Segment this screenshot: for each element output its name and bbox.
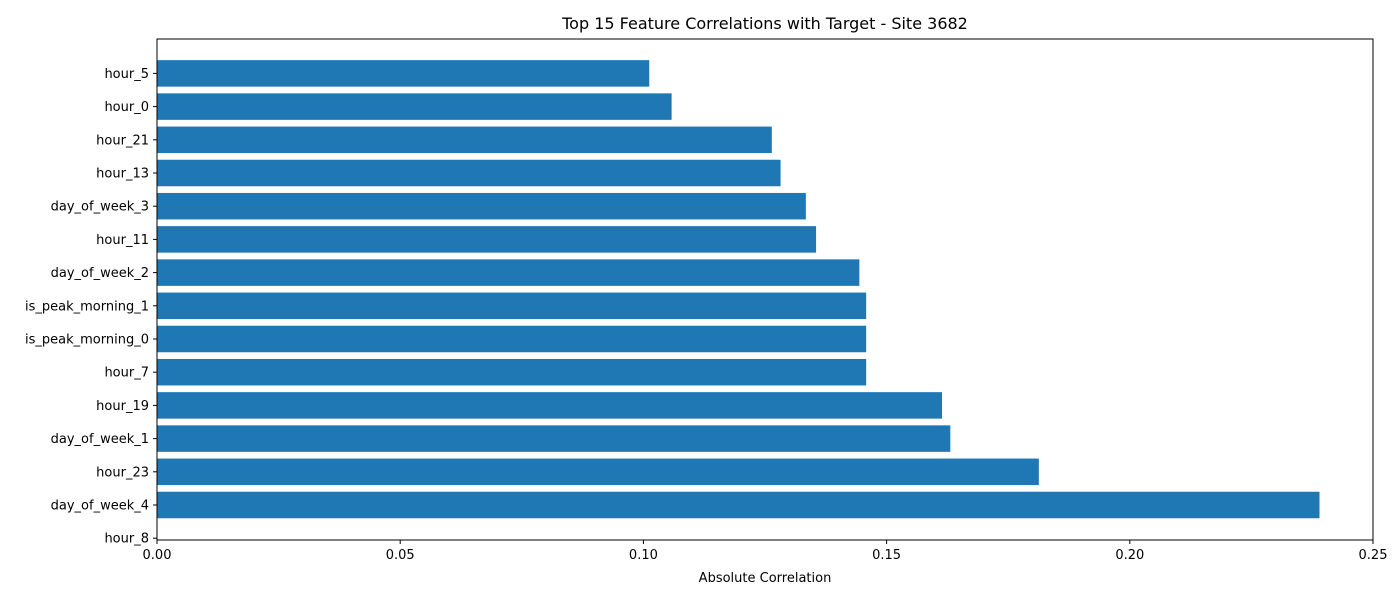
y-tick-label: hour_7 xyxy=(104,366,149,381)
bar-hour-19 xyxy=(157,392,943,419)
chart-title: Top 15 Feature Correlations with Target … xyxy=(561,14,968,33)
bar-is-peak-morning-1 xyxy=(157,292,867,320)
bar-day-of-week-2 xyxy=(157,259,860,286)
y-tick-label: hour_8 xyxy=(104,532,149,547)
bar-is-peak-morning-0 xyxy=(157,325,867,353)
y-tick-label: hour_23 xyxy=(96,465,149,480)
bar-day-of-week-4 xyxy=(157,491,1320,519)
bar-day-of-week-1 xyxy=(157,425,951,452)
y-tick-label: hour_19 xyxy=(96,399,149,414)
y-tick-label: is_peak_morning_0 xyxy=(25,333,149,348)
y-tick-label: hour_13 xyxy=(96,167,149,182)
bar-hour-23 xyxy=(157,458,1039,486)
x-axis-label: Absolute Correlation xyxy=(699,571,832,586)
y-tick-label: hour_0 xyxy=(104,100,149,115)
bar-hour-5 xyxy=(157,60,650,87)
y-tick-label: is_peak_morning_1 xyxy=(25,299,149,314)
y-tick-label: hour_21 xyxy=(96,133,149,148)
y-tick-label: day_of_week_1 xyxy=(51,432,149,447)
bar-hour-7 xyxy=(157,358,867,386)
x-tick-label: 0.20 xyxy=(1115,548,1144,563)
y-tick-label: hour_5 xyxy=(104,67,149,82)
plot-frame xyxy=(156,38,1374,541)
y-tick-label: day_of_week_4 xyxy=(51,499,149,514)
bar-day-of-week-3 xyxy=(157,192,806,220)
bar-hour-13 xyxy=(157,159,781,187)
x-tick-label: 0.05 xyxy=(386,548,415,563)
bar-hour-21 xyxy=(157,126,772,154)
x-tick-label: 0.25 xyxy=(1359,548,1388,563)
y-tick-label: day_of_week_2 xyxy=(51,266,149,281)
x-tick-label: 0.00 xyxy=(143,548,172,563)
plot-area: hour_5 hour_0 hour_21 hour_13 day_of_week_3h… xyxy=(25,38,1388,563)
x-tick-label: 0.10 xyxy=(629,548,658,563)
x-tick-label: 0.15 xyxy=(872,548,901,563)
bar-hour-11 xyxy=(157,226,817,253)
y-tick-label: hour_11 xyxy=(96,233,149,248)
bar-hour-0 xyxy=(157,93,672,120)
y-tick-label: day_of_week_3 xyxy=(51,200,149,215)
